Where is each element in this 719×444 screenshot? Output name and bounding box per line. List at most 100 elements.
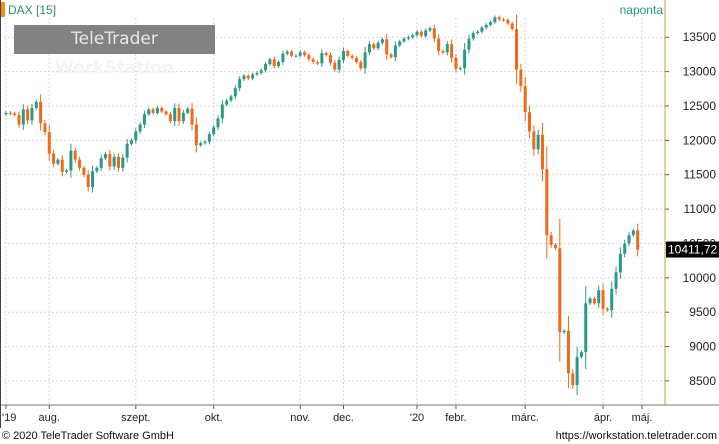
candle-body: [125, 143, 129, 158]
x-tick-label: dec.: [333, 412, 354, 424]
candle-body: [13, 113, 17, 115]
candle-body: [445, 44, 449, 53]
candle-body: [91, 171, 95, 188]
candle-body: [350, 55, 354, 58]
candle-body: [220, 104, 224, 119]
candle-body: [65, 170, 69, 172]
y-tick-label: 11000: [684, 202, 717, 216]
candle-body: [52, 153, 56, 164]
candle-body: [207, 134, 211, 142]
candle-body: [281, 53, 285, 62]
candle-body: [354, 57, 358, 62]
candle-body: [428, 28, 432, 31]
y-tick-label: 12500: [683, 99, 717, 113]
candle-layer: [4, 14, 640, 395]
candle-body: [104, 154, 108, 159]
candle-body: [385, 39, 389, 55]
y-tick-label: 13500: [683, 30, 717, 44]
candle-body: [536, 134, 540, 150]
candle-body: [636, 230, 640, 250]
candle-body: [69, 150, 73, 171]
candle-body: [618, 253, 622, 273]
candle-body: [290, 51, 294, 56]
candle-body: [285, 51, 289, 54]
candle-body: [467, 38, 471, 50]
candle-body: [484, 24, 488, 28]
candle-body: [341, 50, 345, 60]
candle-body: [155, 108, 159, 113]
candle-body: [497, 17, 501, 20]
candle-body: [597, 290, 601, 304]
candle-body: [502, 19, 506, 21]
candle-body: [246, 75, 250, 79]
candle-body: [177, 108, 181, 122]
candle-body: [264, 64, 268, 71]
candle-body: [493, 17, 497, 23]
candle-body: [121, 157, 125, 168]
candle-body: [112, 156, 116, 167]
last-price-badge: [666, 241, 719, 258]
candle-body: [553, 244, 557, 249]
candle-body: [21, 109, 25, 125]
candle-body: [519, 69, 523, 87]
candle-body: [4, 112, 8, 115]
candle-body: [194, 124, 198, 146]
y-tick-label: 13000: [683, 65, 717, 79]
x-tick-label: okt.: [205, 412, 223, 424]
y-tick-label: 11500: [684, 168, 717, 182]
last-price-label: 10411,72: [668, 243, 717, 257]
candle-body: [328, 55, 332, 63]
candle-body: [147, 109, 151, 115]
symbol-label[interactable]: DAX [15]: [8, 3, 57, 17]
candle-body: [34, 101, 38, 109]
candle-body: [160, 108, 164, 112]
candle-body: [259, 70, 263, 73]
candle-body: [346, 50, 350, 56]
candle-body: [333, 62, 337, 70]
footer-url[interactable]: https://workstation.teletrader.com: [555, 430, 717, 442]
plot-area-bg: [0, 0, 719, 428]
candle-body: [549, 235, 553, 245]
candle-body: [588, 298, 592, 304]
candle-body: [532, 131, 536, 150]
watermark-product: WorkStation: [54, 58, 175, 78]
candle-body: [463, 49, 467, 69]
candle-body: [181, 112, 185, 122]
candle-body: [30, 108, 34, 121]
candle-body: [311, 59, 315, 62]
x-tick-label: aug.: [39, 412, 60, 424]
candle-body: [316, 61, 320, 64]
candle-body: [337, 59, 341, 70]
candle-body: [225, 100, 229, 105]
candle-body: [441, 50, 445, 53]
candle-body: [190, 108, 194, 125]
candle-body: [324, 53, 328, 56]
candle-body: [523, 86, 527, 113]
x-tick-label: szept.: [121, 412, 150, 424]
candle-body: [605, 308, 609, 311]
candle-body: [229, 96, 233, 101]
symbol-marker: [1, 2, 5, 17]
candle-body: [199, 143, 203, 146]
candle-body: [134, 131, 138, 141]
candle-body: [82, 167, 86, 175]
candle-body: [173, 108, 177, 122]
candle-body: [437, 38, 441, 51]
candle-body: [566, 330, 570, 374]
candle-body: [294, 55, 298, 57]
candle-body: [510, 23, 514, 29]
period-label[interactable]: naponta: [619, 3, 663, 17]
candle-body: [614, 272, 618, 289]
candle-body: [151, 109, 155, 113]
candle-body: [129, 140, 133, 144]
candle-body: [406, 37, 410, 39]
y-tick-label: 8500: [689, 374, 716, 388]
y-tick-label: 9500: [689, 305, 716, 319]
watermark-logo: TeleTrader WorkStation: [14, 25, 215, 78]
candle-body: [242, 75, 246, 80]
candle-body: [367, 44, 371, 53]
candle-body: [402, 38, 406, 42]
candle-body: [376, 42, 380, 49]
x-tick-label: ápr.: [594, 412, 612, 424]
